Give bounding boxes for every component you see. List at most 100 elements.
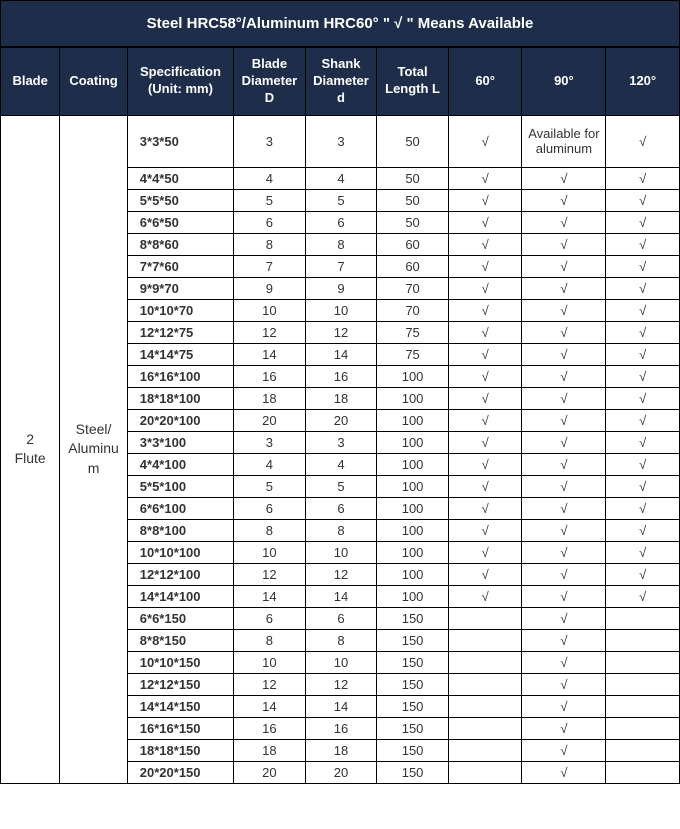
cell-spec: 5*5*50	[127, 189, 233, 211]
cell-L: 150	[377, 673, 449, 695]
cell-a60: √	[448, 475, 522, 497]
col-L: Total Length L	[377, 48, 449, 116]
col-60: 60°	[448, 48, 522, 116]
cell-D: 12	[234, 563, 306, 585]
cell-d: 9	[305, 277, 377, 299]
cell-D: 14	[234, 343, 306, 365]
cell-a90: √	[522, 431, 606, 453]
cell-D: 10	[234, 299, 306, 321]
cell-spec: 10*10*100	[127, 541, 233, 563]
cell-d: 7	[305, 255, 377, 277]
cell-D: 5	[234, 189, 306, 211]
cell-a60: √	[448, 321, 522, 343]
cell-a60	[448, 607, 522, 629]
cell-d: 8	[305, 629, 377, 651]
cell-d: 16	[305, 365, 377, 387]
cell-d: 10	[305, 299, 377, 321]
cell-d: 16	[305, 717, 377, 739]
cell-L: 50	[377, 211, 449, 233]
cell-a90: √	[522, 387, 606, 409]
cell-L: 100	[377, 563, 449, 585]
cell-a60: √	[448, 541, 522, 563]
cell-a60: √	[448, 453, 522, 475]
cell-spec: 18*18*150	[127, 739, 233, 761]
cell-a90: √	[522, 585, 606, 607]
cell-D: 9	[234, 277, 306, 299]
cell-L: 150	[377, 651, 449, 673]
cell-d: 3	[305, 431, 377, 453]
cell-a90: √	[522, 233, 606, 255]
cell-spec: 12*12*100	[127, 563, 233, 585]
cell-d: 4	[305, 453, 377, 475]
cell-a60: √	[448, 277, 522, 299]
cell-a90: √	[522, 409, 606, 431]
cell-L: 50	[377, 167, 449, 189]
cell-spec: 20*20*150	[127, 761, 233, 783]
col-coating: Coating	[60, 48, 127, 116]
cell-D: 4	[234, 453, 306, 475]
cell-d: 6	[305, 497, 377, 519]
cell-D: 16	[234, 365, 306, 387]
cell-a120: √	[606, 431, 680, 453]
cell-a120	[606, 761, 680, 783]
cell-L: 75	[377, 343, 449, 365]
cell-a90: √	[522, 651, 606, 673]
cell-a120: √	[606, 115, 680, 167]
cell-a90: √	[522, 211, 606, 233]
cell-spec: 18*18*100	[127, 387, 233, 409]
cell-spec: 4*4*50	[127, 167, 233, 189]
cell-a60: √	[448, 563, 522, 585]
cell-L: 100	[377, 365, 449, 387]
cell-a60: √	[448, 255, 522, 277]
cell-a60	[448, 651, 522, 673]
cell-D: 18	[234, 387, 306, 409]
cell-spec: 3*3*50	[127, 115, 233, 167]
cell-spec: 12*12*150	[127, 673, 233, 695]
cell-a60: √	[448, 189, 522, 211]
cell-D: 8	[234, 519, 306, 541]
cell-d: 12	[305, 673, 377, 695]
cell-spec: 14*14*100	[127, 585, 233, 607]
cell-L: 100	[377, 409, 449, 431]
cell-a120: √	[606, 453, 680, 475]
cell-d: 20	[305, 761, 377, 783]
cell-L: 60	[377, 255, 449, 277]
cell-a120: √	[606, 519, 680, 541]
cell-d: 14	[305, 343, 377, 365]
cell-a60: √	[448, 431, 522, 453]
cell-L: 150	[377, 739, 449, 761]
cell-a60	[448, 717, 522, 739]
cell-L: 100	[377, 387, 449, 409]
cell-L: 150	[377, 761, 449, 783]
cell-a120: √	[606, 277, 680, 299]
cell-L: 100	[377, 541, 449, 563]
cell-d: 12	[305, 321, 377, 343]
cell-a120	[606, 695, 680, 717]
cell-spec: 7*7*60	[127, 255, 233, 277]
cell-d: 3	[305, 115, 377, 167]
cell-d: 12	[305, 563, 377, 585]
cell-a120: √	[606, 189, 680, 211]
cell-d: 18	[305, 387, 377, 409]
col-d: Shank Diameter d	[305, 48, 377, 116]
cell-a90: Available for aluminum	[522, 115, 606, 167]
cell-spec: 16*16*100	[127, 365, 233, 387]
blade-cell: 2Flute	[1, 115, 60, 783]
cell-a60: √	[448, 585, 522, 607]
cell-a90: √	[522, 189, 606, 211]
cell-a60: √	[448, 233, 522, 255]
cell-a90: √	[522, 739, 606, 761]
cell-a120	[606, 739, 680, 761]
cell-a90: √	[522, 365, 606, 387]
cell-a90: √	[522, 299, 606, 321]
cell-d: 6	[305, 607, 377, 629]
cell-L: 100	[377, 585, 449, 607]
cell-d: 8	[305, 519, 377, 541]
cell-spec: 3*3*100	[127, 431, 233, 453]
cell-a90: √	[522, 717, 606, 739]
cell-a90: √	[522, 497, 606, 519]
cell-L: 150	[377, 717, 449, 739]
cell-d: 14	[305, 585, 377, 607]
cell-D: 20	[234, 409, 306, 431]
cell-spec: 12*12*75	[127, 321, 233, 343]
